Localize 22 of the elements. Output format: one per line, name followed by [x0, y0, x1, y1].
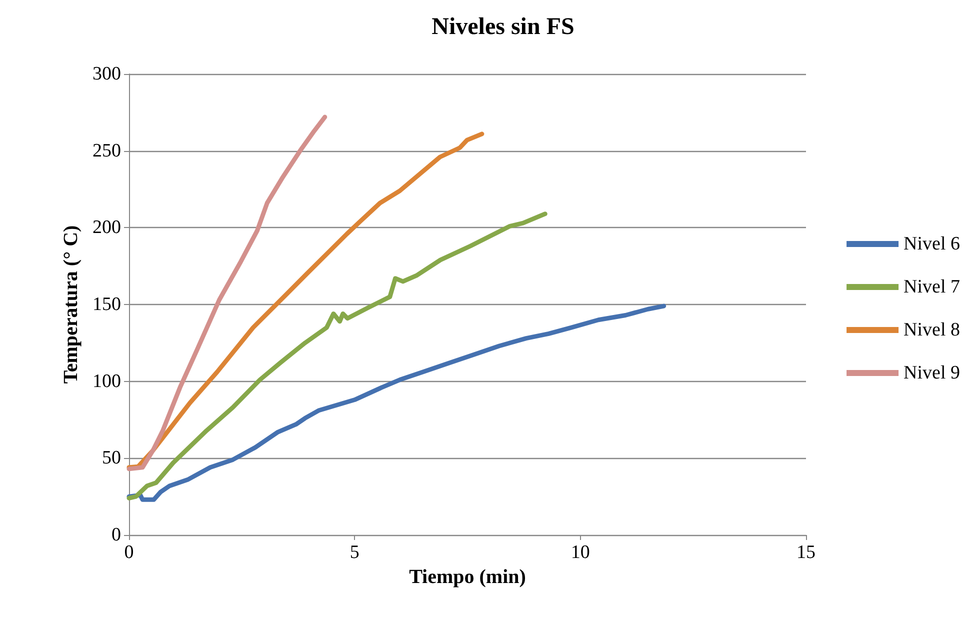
y-tick-label: 250 — [92, 140, 121, 162]
x-tick-label: 10 — [570, 542, 590, 563]
line-series — [126, 212, 548, 500]
legend-label: Nivel 6 — [904, 234, 960, 254]
line-series — [126, 132, 484, 470]
chart-title: Niveles sin FS — [432, 14, 574, 40]
y-tick-label: 100 — [92, 370, 121, 392]
x-tick-label: 0 — [124, 542, 134, 563]
y-tick-label: 50 — [102, 448, 121, 469]
x-tick-label: 15 — [796, 542, 816, 563]
x-tick-label: 5 — [350, 542, 360, 563]
legend-label: Nivel 8 — [904, 320, 960, 340]
y-tick-label: 200 — [92, 217, 121, 238]
line-series — [126, 304, 666, 502]
y-axis-title: Temperatura (° C) — [60, 225, 82, 384]
y-tick-label: 0 — [112, 524, 121, 546]
y-tick-label: 150 — [92, 294, 121, 315]
y-tick-label: 300 — [92, 64, 121, 84]
x-axis-title: Tiempo (min) — [409, 566, 526, 588]
legend-label: Nivel 9 — [904, 362, 960, 384]
line-series — [126, 114, 328, 472]
legend-label: Nivel 7 — [904, 276, 960, 298]
